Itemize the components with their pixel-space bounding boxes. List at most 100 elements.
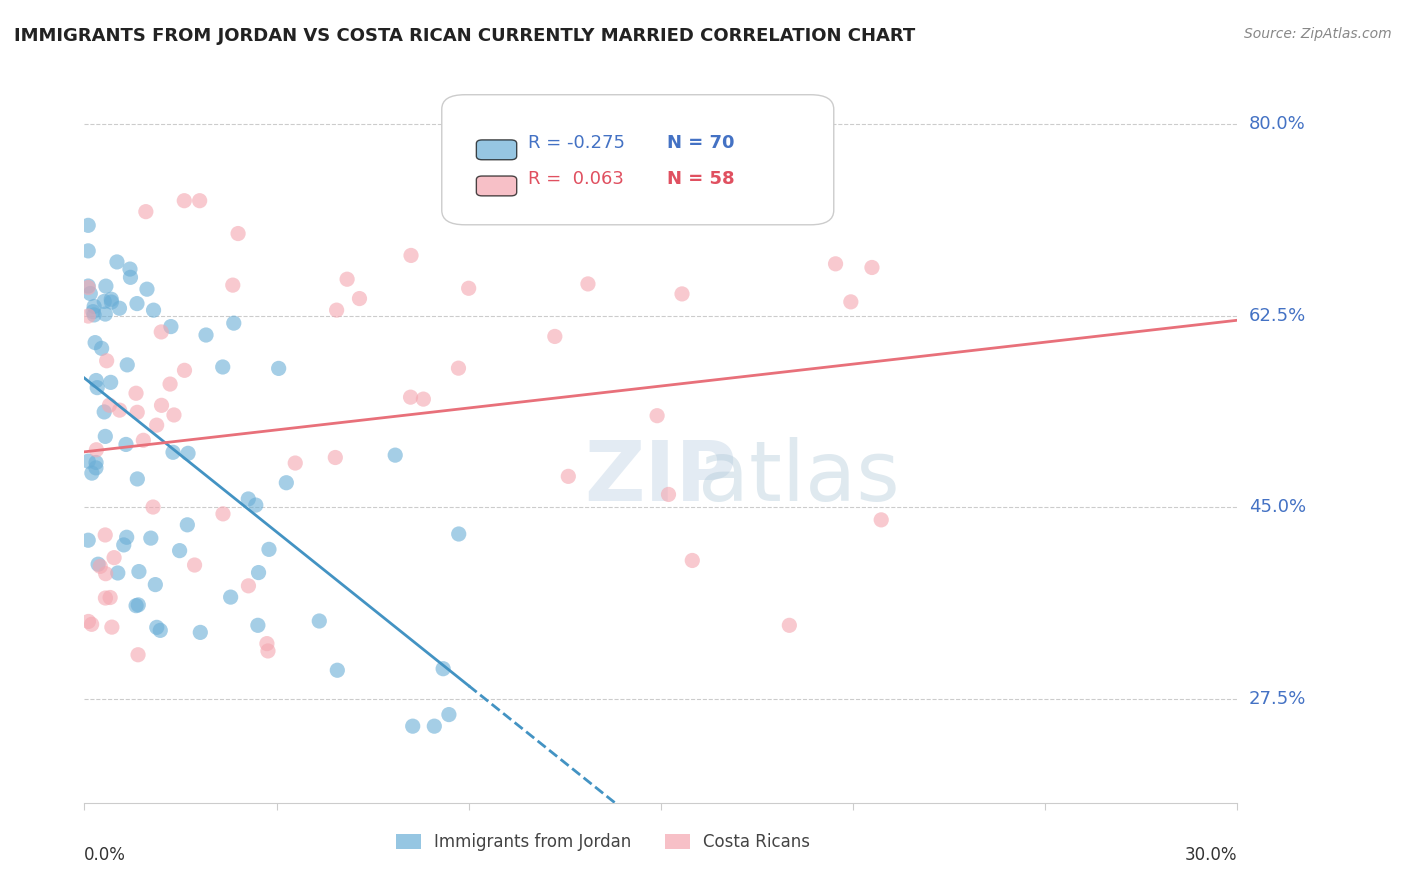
Costa Ricans bbox=[173, 194, 195, 208]
Text: 0.0%: 0.0% bbox=[84, 847, 127, 864]
Immigrants from Jordan bbox=[84, 374, 107, 388]
Costa Ricans bbox=[576, 277, 599, 291]
Costa Ricans bbox=[645, 409, 668, 423]
Immigrants from Jordan bbox=[127, 598, 149, 612]
Immigrants from Jordan bbox=[84, 455, 107, 469]
Text: ZIP: ZIP bbox=[585, 437, 737, 518]
Immigrants from Jordan bbox=[115, 530, 138, 544]
Costa Ricans bbox=[349, 292, 371, 306]
Costa Ricans bbox=[145, 418, 167, 433]
Costa Ricans bbox=[86, 442, 108, 457]
Immigrants from Jordan bbox=[326, 663, 349, 677]
Immigrants from Jordan bbox=[177, 446, 200, 460]
Immigrants from Jordan bbox=[86, 381, 108, 395]
Immigrants from Jordan bbox=[84, 335, 107, 350]
Immigrants from Jordan bbox=[188, 625, 211, 640]
Immigrants from Jordan bbox=[112, 538, 135, 552]
Costa Ricans bbox=[163, 408, 186, 422]
Immigrants from Jordan bbox=[94, 429, 117, 443]
Text: R = -0.275: R = -0.275 bbox=[529, 134, 626, 153]
Text: atlas: atlas bbox=[699, 437, 900, 518]
Immigrants from Jordan bbox=[128, 565, 150, 579]
Immigrants from Jordan bbox=[149, 624, 172, 638]
Immigrants from Jordan bbox=[423, 719, 446, 733]
Costa Ricans bbox=[671, 286, 693, 301]
Costa Ricans bbox=[544, 329, 567, 343]
Immigrants from Jordan bbox=[80, 466, 103, 480]
Costa Ricans bbox=[77, 280, 100, 294]
Costa Ricans bbox=[125, 386, 148, 401]
Costa Ricans bbox=[101, 620, 124, 634]
Costa Ricans bbox=[98, 591, 121, 605]
Immigrants from Jordan bbox=[437, 707, 460, 722]
Costa Ricans bbox=[142, 500, 165, 514]
Costa Ricans bbox=[839, 294, 862, 309]
Costa Ricans bbox=[284, 456, 307, 470]
Costa Ricans bbox=[77, 309, 100, 323]
Immigrants from Jordan bbox=[146, 620, 169, 634]
Immigrants from Jordan bbox=[308, 614, 330, 628]
Costa Ricans bbox=[323, 450, 346, 465]
Costa Ricans bbox=[132, 434, 155, 448]
Costa Ricans bbox=[657, 487, 679, 501]
Costa Ricans bbox=[80, 617, 103, 632]
Costa Ricans bbox=[89, 559, 111, 574]
Costa Ricans bbox=[188, 194, 211, 208]
Costa Ricans bbox=[150, 325, 173, 339]
Immigrants from Jordan bbox=[94, 279, 117, 293]
Costa Ricans bbox=[778, 618, 800, 632]
Immigrants from Jordan bbox=[211, 359, 233, 374]
Immigrants from Jordan bbox=[100, 292, 122, 306]
Immigrants from Jordan bbox=[142, 303, 165, 318]
Immigrants from Jordan bbox=[87, 558, 110, 572]
Immigrants from Jordan bbox=[83, 300, 105, 314]
Costa Ricans bbox=[94, 566, 117, 581]
Costa Ricans bbox=[412, 392, 434, 406]
Costa Ricans bbox=[127, 405, 149, 419]
Costa Ricans bbox=[238, 579, 260, 593]
FancyBboxPatch shape bbox=[477, 140, 517, 160]
Costa Ricans bbox=[108, 403, 131, 417]
Costa Ricans bbox=[256, 637, 278, 651]
Immigrants from Jordan bbox=[77, 244, 100, 258]
Immigrants from Jordan bbox=[125, 296, 148, 310]
Costa Ricans bbox=[212, 507, 235, 521]
Immigrants from Jordan bbox=[100, 295, 122, 310]
Costa Ricans bbox=[127, 648, 149, 662]
Immigrants from Jordan bbox=[384, 448, 406, 462]
Costa Ricans bbox=[447, 361, 470, 376]
Text: 80.0%: 80.0% bbox=[1249, 115, 1306, 133]
Costa Ricans bbox=[336, 272, 359, 286]
Immigrants from Jordan bbox=[83, 308, 105, 322]
Costa Ricans bbox=[399, 390, 422, 404]
Costa Ricans bbox=[226, 227, 249, 241]
Costa Ricans bbox=[257, 644, 280, 658]
Immigrants from Jordan bbox=[432, 662, 454, 676]
Immigrants from Jordan bbox=[143, 577, 166, 591]
Costa Ricans bbox=[150, 398, 173, 412]
Text: 27.5%: 27.5% bbox=[1249, 690, 1306, 707]
Immigrants from Jordan bbox=[94, 307, 117, 321]
Text: 30.0%: 30.0% bbox=[1185, 847, 1237, 864]
Immigrants from Jordan bbox=[93, 294, 115, 309]
Immigrants from Jordan bbox=[120, 270, 142, 285]
Immigrants from Jordan bbox=[139, 531, 162, 545]
FancyBboxPatch shape bbox=[441, 95, 834, 225]
Immigrants from Jordan bbox=[238, 491, 260, 506]
Immigrants from Jordan bbox=[79, 286, 101, 301]
Immigrants from Jordan bbox=[117, 358, 139, 372]
Text: Source: ZipAtlas.com: Source: ZipAtlas.com bbox=[1244, 27, 1392, 41]
Immigrants from Jordan bbox=[127, 472, 149, 486]
Costa Ricans bbox=[399, 248, 422, 262]
Immigrants from Jordan bbox=[77, 219, 100, 233]
Immigrants from Jordan bbox=[402, 719, 425, 733]
Immigrants from Jordan bbox=[176, 517, 198, 532]
Immigrants from Jordan bbox=[447, 527, 470, 541]
Costa Ricans bbox=[824, 257, 846, 271]
Costa Ricans bbox=[98, 398, 121, 412]
Immigrants from Jordan bbox=[77, 533, 100, 548]
Immigrants from Jordan bbox=[246, 618, 269, 632]
Text: N = 70: N = 70 bbox=[666, 134, 734, 153]
Immigrants from Jordan bbox=[160, 319, 183, 334]
Text: 45.0%: 45.0% bbox=[1249, 499, 1306, 516]
